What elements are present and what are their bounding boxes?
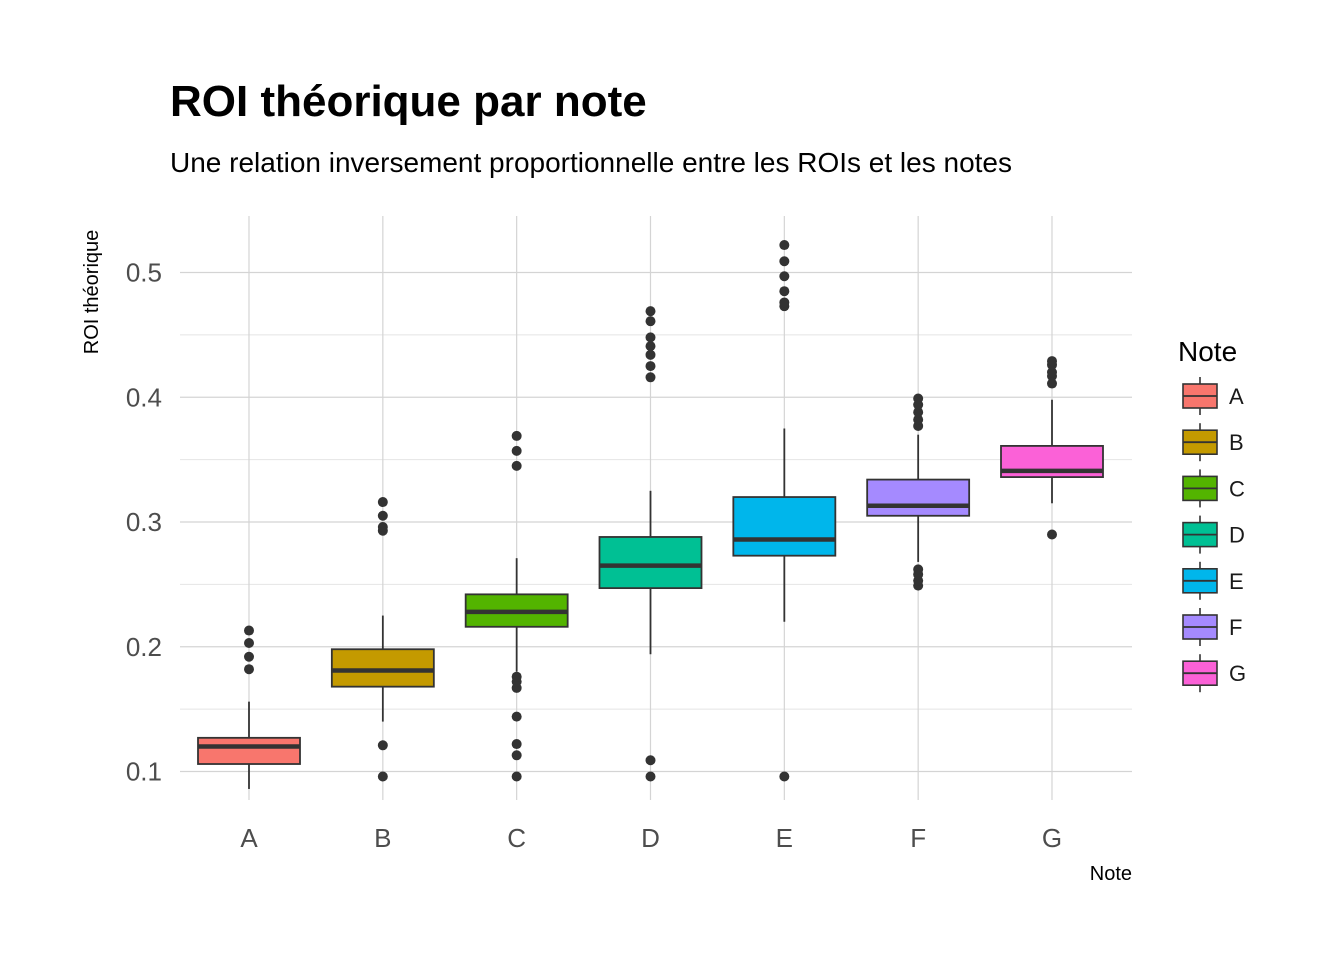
box-iqr	[866, 478, 971, 517]
outlier-point	[645, 332, 656, 343]
outlier-point	[779, 297, 790, 308]
x-tick-label: F	[910, 823, 926, 853]
legend-item-c: C	[1182, 469, 1245, 508]
outlier-point	[913, 564, 924, 575]
box-iqr	[732, 496, 837, 557]
outlier-point	[1047, 378, 1057, 389]
outlier-point	[779, 240, 790, 251]
outlier-point	[511, 671, 522, 682]
chart-subtitle: Une relation inversement proportionnelle…	[170, 147, 1012, 178]
outlier-point	[511, 750, 522, 761]
outlier-point	[377, 771, 388, 782]
box-iqr	[330, 648, 435, 688]
outlier-point	[779, 256, 790, 267]
chart-title: ROI théorique par note	[170, 77, 647, 126]
outlier-point	[645, 306, 656, 317]
outlier-point	[779, 286, 790, 297]
outlier-point	[377, 510, 388, 521]
outlier-point	[1047, 529, 1057, 540]
y-tick-label: 0.4	[126, 382, 162, 412]
outlier-point	[913, 407, 924, 418]
x-tick-label: G	[1042, 823, 1062, 853]
outlier-point	[645, 771, 656, 782]
outlier-point	[244, 638, 254, 649]
box-a	[197, 625, 301, 789]
outlier-point	[244, 651, 254, 662]
outlier-point	[511, 739, 522, 750]
outlier-point	[645, 316, 656, 327]
outlier-point	[645, 349, 656, 360]
y-tick-label: 0.2	[126, 632, 162, 662]
outlier-point	[511, 771, 522, 782]
legend-item-b: B	[1182, 423, 1244, 462]
outlier-point	[511, 430, 522, 441]
box-b	[330, 497, 435, 782]
outlier-point	[779, 771, 790, 782]
legend-label: A	[1229, 384, 1244, 409]
y-axis-title: ROI théorique	[81, 230, 103, 355]
outlier-point	[511, 445, 522, 456]
outlier-point	[645, 341, 656, 352]
x-tick-label: B	[374, 823, 391, 853]
y-tick-label: 0.1	[126, 757, 162, 787]
box-e	[732, 240, 837, 782]
legend-item-a: A	[1182, 377, 1244, 415]
outlier-point	[779, 271, 790, 282]
box-series	[197, 240, 1104, 789]
box-iqr	[598, 536, 703, 590]
y-tick-label: 0.3	[126, 507, 162, 537]
x-tick-label: E	[776, 823, 793, 853]
outlier-point	[244, 664, 254, 675]
outlier-point	[1047, 356, 1057, 367]
legend-item-f: F	[1182, 608, 1242, 646]
legend-item-g: G	[1182, 654, 1246, 693]
legend-label: D	[1229, 523, 1245, 548]
legend-label: G	[1229, 661, 1246, 686]
outlier-point	[913, 393, 924, 404]
x-axis-title: Note	[1090, 863, 1132, 885]
outlier-point	[645, 755, 656, 766]
legend-item-e: E	[1182, 561, 1244, 600]
box-iqr	[197, 736, 301, 765]
legend-label: F	[1229, 615, 1242, 640]
outlier-point	[913, 414, 924, 425]
box-d	[598, 306, 703, 782]
x-tick-label: C	[507, 823, 526, 853]
outlier-point	[377, 521, 388, 532]
outlier-point	[511, 460, 522, 471]
x-tick-label: D	[641, 823, 660, 853]
outlier-point	[511, 711, 522, 722]
legend-title: Note	[1178, 336, 1237, 367]
y-tick-label: 0.5	[126, 258, 162, 288]
legend-label: E	[1229, 569, 1244, 594]
legend-label: C	[1229, 476, 1245, 501]
box-g	[1000, 356, 1104, 540]
box-c	[464, 430, 569, 782]
outlier-point	[645, 372, 656, 383]
outlier-point	[244, 625, 254, 636]
outlier-point	[377, 740, 388, 751]
legend-item-d: D	[1182, 515, 1245, 554]
outlier-point	[377, 497, 388, 508]
box-f	[866, 393, 971, 591]
outlier-point	[1047, 367, 1057, 378]
grid-lines	[180, 216, 1132, 800]
x-axis-ticks: A B C D E F G	[240, 823, 1062, 853]
legend-label: B	[1229, 430, 1244, 455]
y-axis-ticks: 0.1 0.2 0.3 0.4 0.5	[126, 258, 162, 787]
x-tick-label: A	[240, 823, 258, 853]
outlier-point	[645, 361, 656, 372]
